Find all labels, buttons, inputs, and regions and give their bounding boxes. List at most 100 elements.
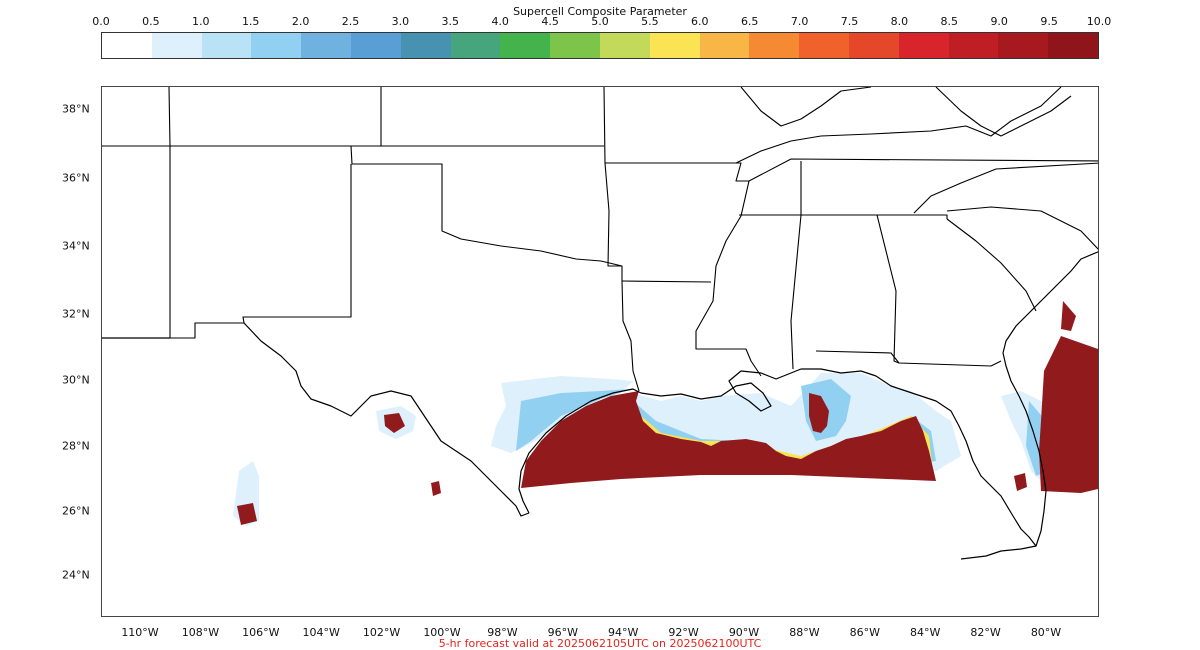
colorbar-tick-label: 1.0: [192, 15, 210, 28]
longitude-label: 96°W: [547, 626, 578, 639]
boundary-ms-al: [790, 214, 802, 370]
boundary-va-nc: [913, 162, 1098, 214]
colorbar-segment: [550, 33, 600, 58]
boundary-ga-fl: [815, 350, 1002, 367]
colorbar-segment: [948, 33, 999, 58]
colorbar-segment: [898, 33, 949, 58]
latitude-label: 24°N: [62, 568, 90, 582]
latitude-label: 36°N: [62, 171, 90, 185]
boundary-mississippi-river: [695, 180, 762, 377]
colorbar-tick-label: 6.5: [740, 15, 759, 28]
colorbar-tick-label: 8.0: [890, 15, 909, 28]
scp-max-mexico-mid: [431, 481, 441, 496]
latitude-label: 38°N: [62, 102, 90, 116]
forecast-valid-caption: 5-hr forecast valid at 2025062105UTC on …: [438, 637, 762, 650]
colorbar-tick-label: 9.0: [990, 15, 1008, 28]
latitude-label: 28°N: [62, 439, 90, 453]
colorbar-title: Supercell Composite Parameter: [513, 5, 687, 18]
boundary-wv-ky: [740, 87, 872, 127]
colorbar-tick-label: 0.5: [142, 15, 160, 28]
longitude-label: 84°W: [910, 626, 941, 639]
colorbar-segment: [1048, 33, 1098, 58]
colorbar-segment: [848, 33, 899, 58]
coastlines: [102, 251, 1098, 560]
latitude-label: 30°N: [62, 373, 90, 387]
colorbar-tick-labels: 0.0 0.5 1.0 1.5 2.0 2.5 3.0 3.5 4.0 4.5 5.0 5.5 6.0 6…: [0, 0, 1200, 30]
latitude-label: 34°N: [62, 239, 90, 253]
colorbar-segment: [699, 33, 750, 58]
colorbar-tick-label: 10.0: [1086, 15, 1112, 28]
colorbar-tick-label: 2.0: [291, 15, 310, 28]
colorbar-segment: [998, 33, 1049, 58]
colorbar-segment: [102, 33, 152, 58]
colorbar-tick-label: 7.0: [790, 15, 809, 28]
scp-max-florida-lake: [1014, 473, 1027, 491]
longitude-label: 88°W: [789, 626, 820, 639]
longitude-label: 110°W: [121, 626, 159, 639]
longitude-label: 86°W: [849, 626, 880, 639]
colorbar-tick-label: 3.0: [391, 15, 410, 28]
colorbar-tick-label: 5.0: [591, 15, 609, 28]
scp-max-florida-tip: [1061, 301, 1076, 331]
map-canvas: [102, 87, 1098, 560]
scp-max-mexico-west: [237, 503, 257, 525]
florida-atlantic-coast: [1002, 251, 1098, 547]
colorbar-segment: [301, 33, 351, 58]
scp-mid-texas: [516, 389, 631, 451]
longitude-label: 94°W: [608, 626, 639, 639]
colorbar-tick-label: 8.5: [940, 15, 959, 28]
colorbar-tick-label: 5.5: [641, 15, 659, 28]
boundary-oklahoma-panhandle: [350, 145, 623, 267]
colorbar: [101, 32, 1099, 59]
longitude-label: 104°W: [302, 626, 340, 639]
colorbar-segment: [151, 33, 202, 58]
boundary-ky-tn: [735, 87, 1062, 164]
scp-max-florida-atlantic: [1039, 336, 1098, 493]
boundary-oh-wv: [935, 87, 1072, 137]
colorbar-segment: [350, 33, 401, 58]
colorbar-tick-label: 9.5: [1040, 15, 1058, 28]
florida-panhandle-coast: [875, 375, 1037, 560]
colorbar-segment: [799, 33, 849, 58]
us-mexico-border: [102, 322, 530, 517]
latitude-label: 26°N: [62, 504, 90, 518]
longitude-label: 90°W: [728, 626, 760, 639]
colorbar-segment: [649, 33, 700, 58]
longitude-label: 92°W: [668, 626, 699, 639]
colorbar-tick-label: 1.5: [241, 15, 260, 28]
colorbar-tick-label: 7.5: [840, 15, 859, 28]
colorbar-segment: [251, 33, 302, 58]
boundary-al-ga: [876, 214, 900, 364]
boundary-tx-la: [621, 280, 640, 392]
colorbar-segment: [400, 33, 451, 58]
colorbar-tick-label: 2.5: [341, 15, 360, 28]
colorbar-tick-label: 4.0: [491, 15, 509, 28]
longitude-label: 108°W: [181, 626, 220, 639]
map-panel: [101, 86, 1099, 617]
scp-field-max: [237, 301, 1098, 525]
boundary-tn-south: [739, 214, 948, 219]
state-boundaries: [102, 87, 1098, 392]
latitude-label: 32°N: [62, 307, 90, 321]
boundary-ok-ar: [604, 162, 623, 281]
longitude-label: 106°W: [242, 626, 280, 639]
texas-gulf-coast: [518, 388, 642, 514]
boundary-az-nm: [168, 87, 171, 338]
longitude-label: 80°W: [1030, 626, 1062, 639]
colorbar-tick-label: 4.5: [541, 15, 559, 28]
longitude-label: 102°W: [362, 626, 401, 639]
longitude-label: 98°W: [487, 626, 518, 639]
boundary-mo-ar: [605, 162, 749, 182]
longitude-label: 100°W: [423, 626, 461, 639]
boundary-nc-sc: [946, 206, 1098, 250]
scp-max-gulf: [521, 391, 936, 488]
colorbar-tick-label: 6.0: [691, 15, 709, 28]
boundary-ks-mo: [603, 87, 606, 164]
scp-max-mexico-north: [384, 413, 405, 433]
boundary-tn-north: [748, 158, 1098, 182]
boundary-ga-sc: [946, 218, 1037, 312]
louisiana-coast: [640, 368, 877, 412]
colorbar-segment: [599, 33, 650, 58]
colorbar-segment: [201, 33, 252, 58]
boundary-tx-nm-west: [102, 164, 352, 339]
